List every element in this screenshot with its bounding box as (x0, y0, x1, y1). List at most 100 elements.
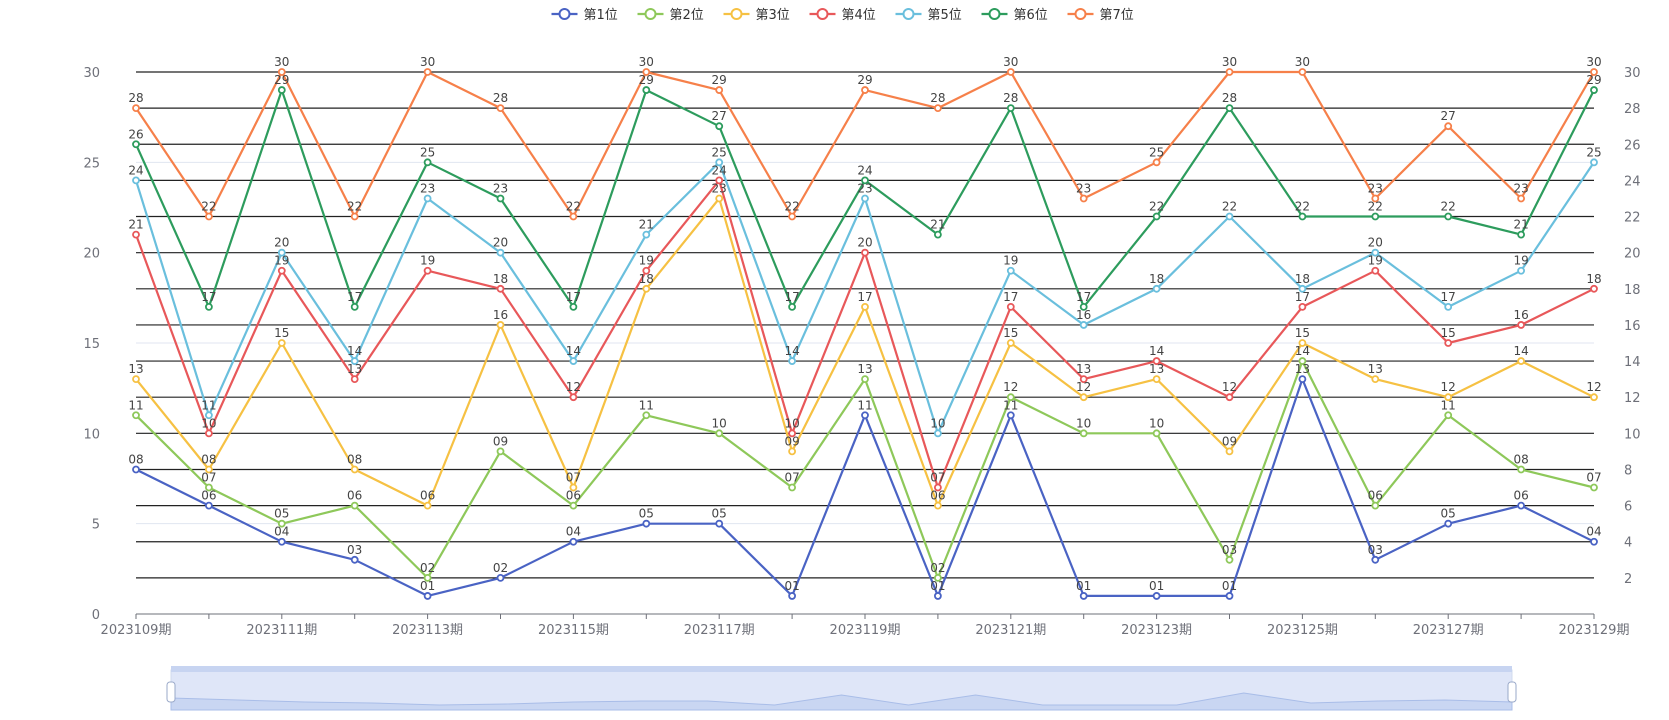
data-point (1590, 483, 1598, 492)
data-label: 04 (1586, 525, 1601, 539)
data-label: 05 (274, 507, 289, 521)
data-point (132, 140, 140, 149)
data-label: 28 (1003, 91, 1018, 105)
data-label: 10 (712, 416, 727, 430)
data-label: 28 (930, 91, 945, 105)
data-label: 21 (930, 218, 945, 232)
data-label: 20 (493, 236, 508, 250)
data-point (934, 592, 942, 600)
data-label: 05 (1441, 507, 1456, 521)
data-point (1006, 104, 1015, 113)
data-point (1444, 302, 1453, 311)
data-point (642, 519, 651, 528)
data-point (1079, 592, 1088, 600)
data-point (1590, 284, 1598, 293)
data-label: 09 (1222, 434, 1237, 448)
data-point (788, 357, 796, 365)
legend-item-4[interactable]: 第4位 (809, 8, 876, 23)
data-label: 06 (1368, 489, 1383, 503)
data-point (1225, 212, 1234, 221)
data-point (350, 357, 359, 365)
legend-item-7[interactable]: 第7位 (1067, 8, 1134, 23)
data-point (1225, 68, 1234, 76)
data-label: 12 (1003, 380, 1018, 394)
legend-item-2[interactable]: 第2位 (637, 8, 704, 23)
data-point (1006, 393, 1015, 402)
data-label: 20 (274, 236, 289, 250)
data-label: 18 (1295, 272, 1310, 286)
data-point (1517, 465, 1525, 474)
data-label: 04 (274, 525, 289, 539)
data-point (569, 357, 578, 365)
data-point (1444, 519, 1453, 528)
legend-item-6[interactable]: 第6位 (981, 8, 1048, 23)
data-point (1298, 284, 1307, 293)
data-label: 17 (857, 290, 872, 304)
data-point (204, 501, 213, 510)
data-zoom-top-bar (171, 666, 1512, 672)
legend-label: 第5位 (928, 8, 962, 23)
data-point (1444, 122, 1453, 131)
data-point (1371, 212, 1380, 221)
legend-item-5[interactable]: 第5位 (895, 8, 962, 23)
data-label: 13 (857, 362, 872, 376)
data-label: 10 (1149, 416, 1164, 430)
data-label: 08 (1513, 452, 1528, 466)
x-axis-tick-label: 2023129期 (1559, 623, 1630, 638)
data-label: 01 (420, 579, 435, 593)
data-label: 17 (201, 290, 216, 304)
legend-item-3[interactable]: 第3位 (723, 8, 790, 23)
data-label: 17 (347, 290, 362, 304)
data-point (1006, 411, 1015, 420)
legend-item-1[interactable]: 第1位 (551, 8, 618, 23)
data-label: 01 (1076, 579, 1091, 593)
data-point (642, 266, 651, 275)
legend-label: 第3位 (756, 8, 790, 23)
data-label: 24 (857, 163, 872, 177)
data-label: 13 (1076, 362, 1091, 376)
data-label: 21 (1513, 218, 1528, 232)
data-label: 05 (712, 507, 727, 521)
data-label: 30 (639, 55, 654, 69)
data-label: 30 (1586, 55, 1601, 69)
data-point (1517, 230, 1525, 239)
data-label: 23 (1513, 181, 1528, 195)
data-point (1517, 194, 1525, 203)
data-zoom-right-handle[interactable] (1507, 681, 1517, 703)
data-label: 03 (1222, 543, 1237, 557)
data-point (642, 230, 651, 239)
data-point (132, 104, 140, 113)
data-label: 14 (1149, 344, 1164, 358)
data-point (1006, 302, 1015, 311)
data-point (934, 104, 942, 113)
data-point (496, 248, 505, 257)
data-label: 30 (1003, 55, 1018, 69)
data-point (569, 501, 578, 510)
data-label: 30 (420, 55, 435, 69)
data-label: 22 (1149, 200, 1164, 214)
x-axis-tick-label: 2023127期 (1413, 623, 1484, 638)
legend-marker (644, 8, 657, 20)
data-point (861, 375, 869, 384)
data-zoom-slider[interactable] (166, 666, 1517, 711)
data-label: 12 (1076, 380, 1091, 394)
data-point (1006, 266, 1015, 275)
data-labels: 08 06 04 03 01 02 04 05 05 01 11 01 11 01 01 01 13 03 05 06… (128, 55, 1601, 593)
data-point (277, 537, 286, 546)
data-label: 06 (420, 489, 435, 503)
right-axis-tick: 8 (1624, 463, 1632, 478)
data-label: 11 (128, 398, 143, 412)
legend[interactable]: 第1位 第2位 第3位 第4位 第5位 第6位 第7位 (551, 8, 1134, 23)
right-axis-tick: 18 (1624, 283, 1641, 298)
data-point (1152, 357, 1161, 365)
data-zoom-left-handle[interactable] (166, 681, 176, 703)
data-label: 02 (420, 561, 435, 575)
left-axis-tick: 10 (83, 427, 100, 442)
data-point (1298, 357, 1307, 365)
data-label: 10 (1076, 416, 1091, 430)
data-point (715, 122, 724, 131)
data-label: 14 (347, 344, 362, 358)
data-label: 08 (128, 452, 143, 466)
data-label: 05 (639, 507, 654, 521)
data-point (1298, 212, 1307, 221)
